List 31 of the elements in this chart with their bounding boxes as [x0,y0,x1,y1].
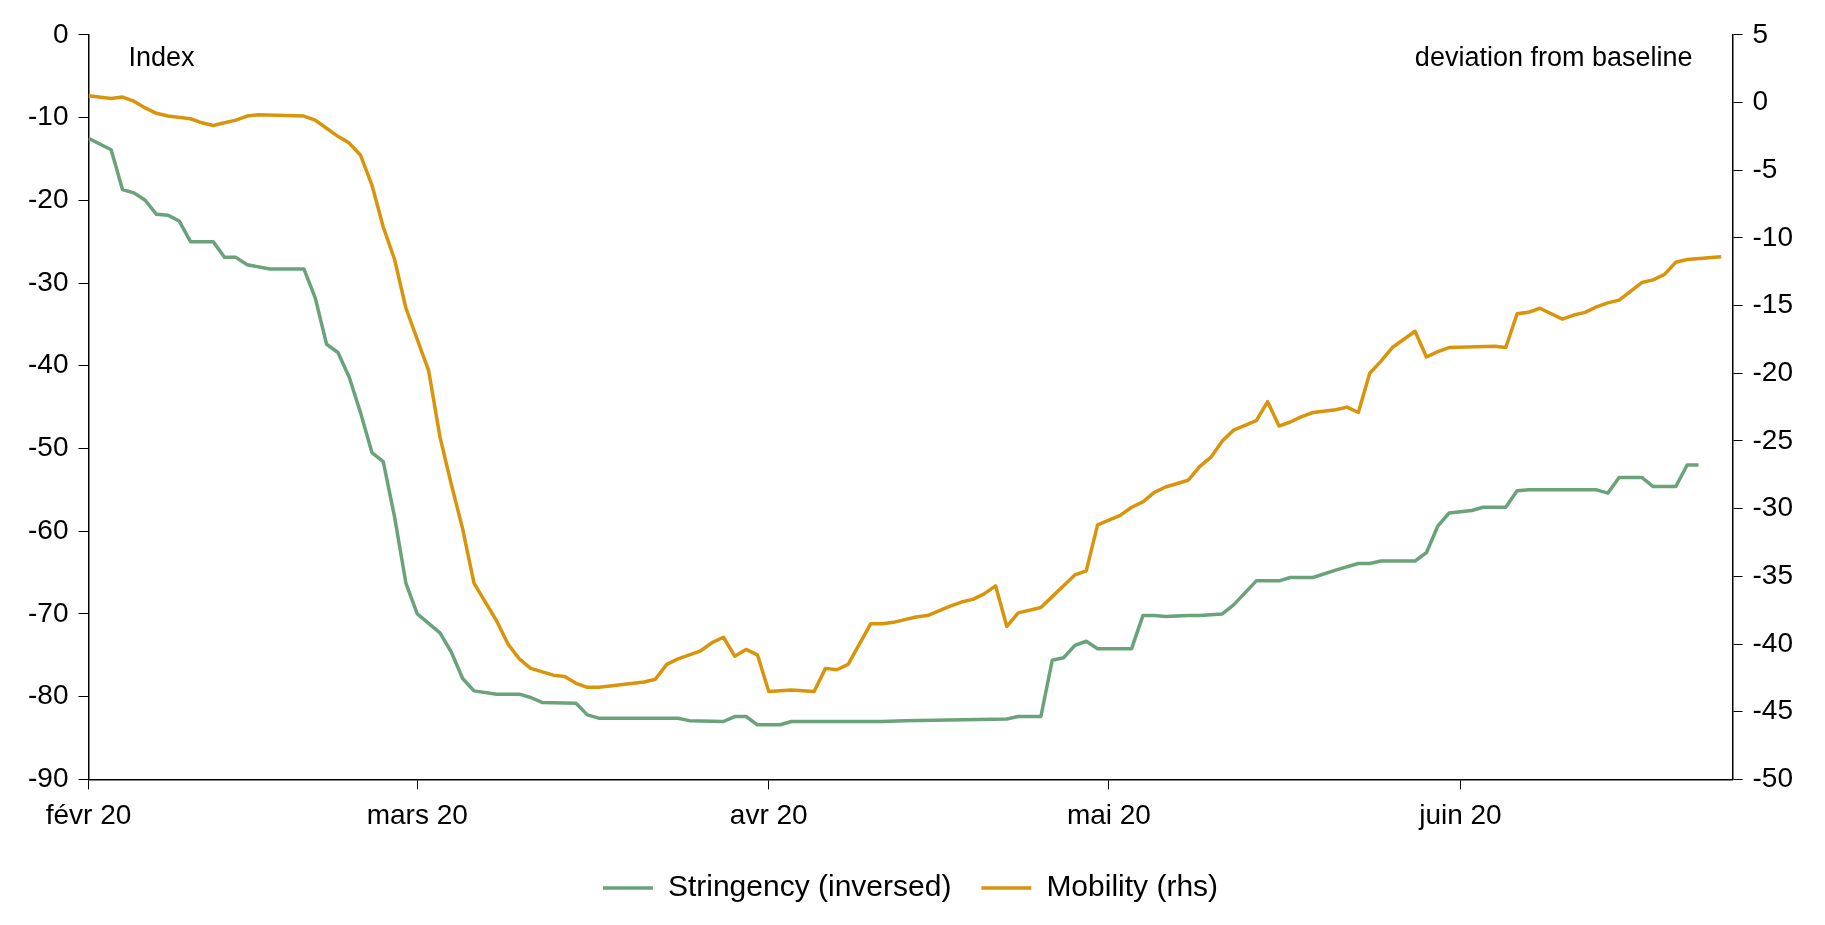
y2-tick-label: -25 [1752,423,1793,455]
y2-tick-label: 5 [1752,17,1769,49]
y-tick-label: -10 [28,100,69,132]
y2-tick-label: -35 [1752,559,1793,591]
x-tick-label: mars 20 [366,798,468,830]
y2-tick-label: -30 [1752,491,1793,523]
x-tick-label: mai 20 [1066,798,1151,830]
y-tick-label: -30 [28,265,69,297]
y2-axis-title: deviation from baseline [1414,41,1693,72]
y-tick-label: -60 [28,513,69,545]
y2-tick-label: -20 [1752,355,1793,387]
legend-label: Stringency (inversed) [667,869,952,903]
y-tick-label: -50 [28,431,69,463]
y2-tick-label: -15 [1752,288,1793,320]
x-tick-label: févr 20 [45,798,132,830]
y-tick-label: -90 [28,762,69,794]
x-tick-label: avr 20 [729,798,808,830]
y2-tick-label: 0 [1752,85,1769,117]
y2-tick-label: -10 [1752,220,1793,252]
y-tick-label: -80 [28,679,69,711]
legend-label: Mobility (rhs) [1046,869,1219,903]
y-tick-label: -70 [28,596,69,628]
y-tick-label: 0 [52,17,69,49]
y2-tick-label: -5 [1752,152,1778,184]
y2-tick-label: -50 [1752,762,1793,794]
y2-tick-label: -40 [1752,626,1793,658]
y2-tick-label: -45 [1752,694,1793,726]
x-tick-label: juin 20 [1418,798,1502,830]
y-axis-title: Index [128,41,196,72]
y-tick-label: -40 [28,348,69,380]
y-tick-label: -20 [28,182,69,214]
